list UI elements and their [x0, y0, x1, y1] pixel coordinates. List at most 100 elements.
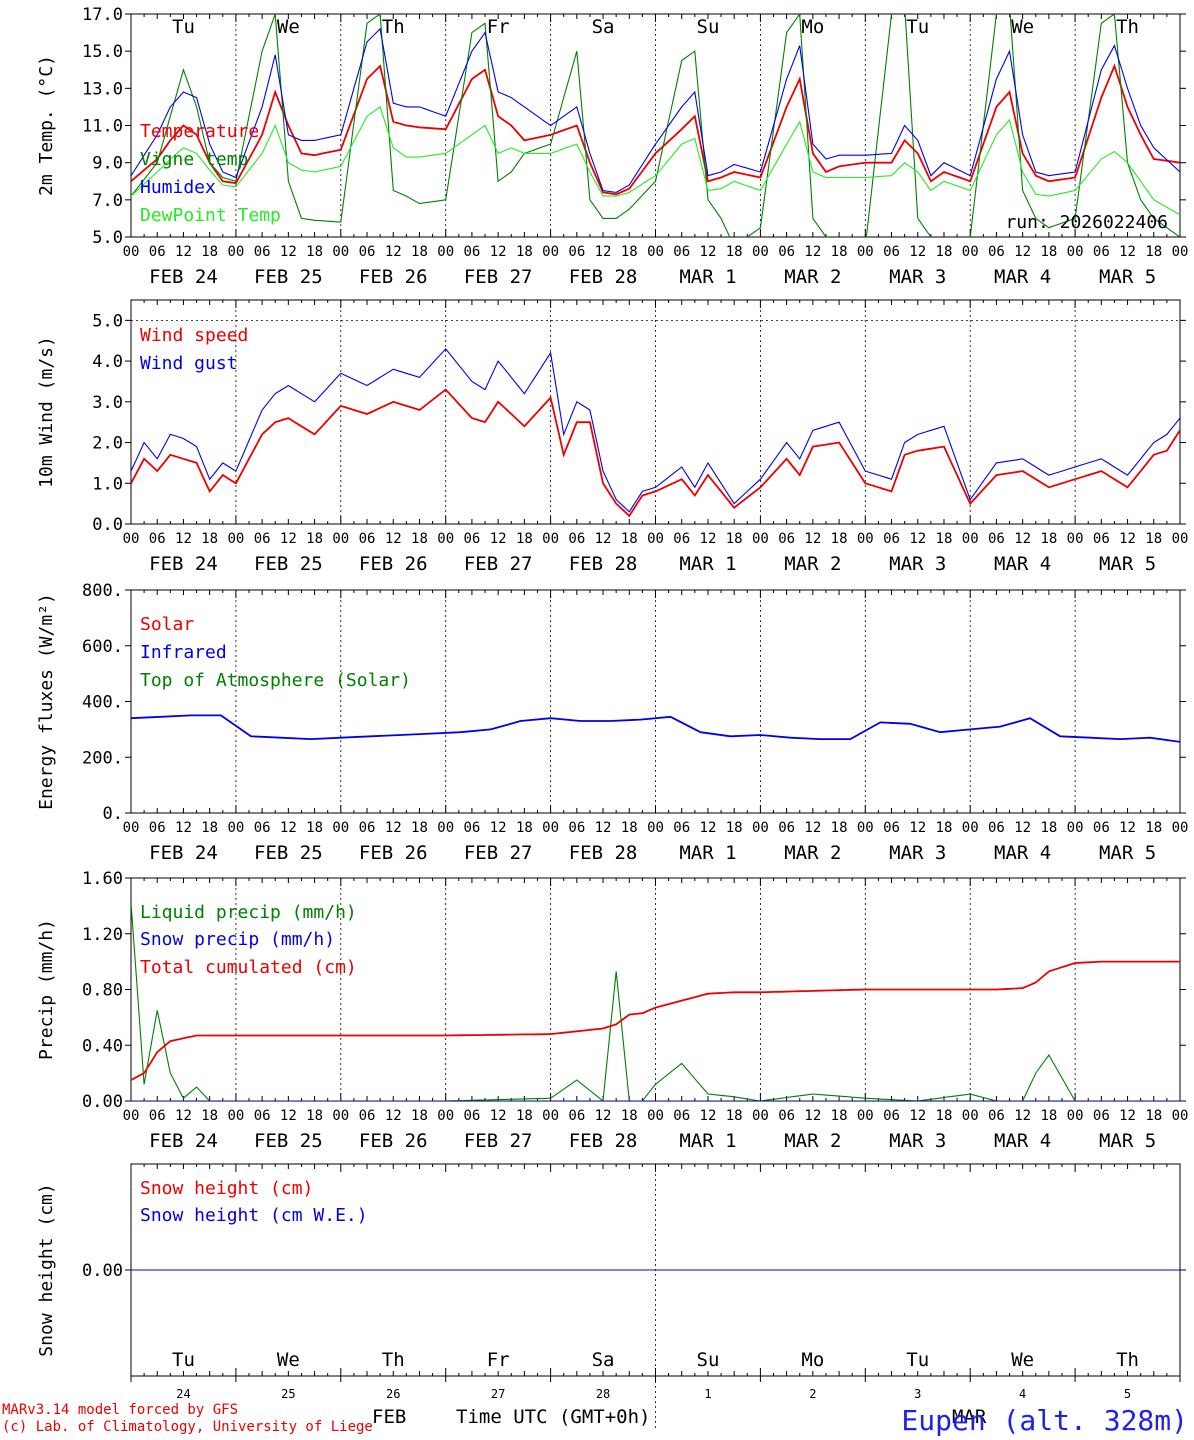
legend-entry: Infrared: [140, 642, 227, 663]
hour-tick-label: 18: [936, 820, 953, 836]
panel-5: 0.00 Snow height (cm) Snow height (cm) Snow…: [36, 1163, 1186, 1430]
series-line-vigne-temp: [131, 14, 1180, 237]
hour-tick-label: 00: [1067, 244, 1084, 260]
y-tick-label: 17.0: [82, 5, 123, 25]
hour-tick-label: 18: [726, 244, 743, 260]
legend-entry: Humidex: [140, 177, 216, 198]
hour-tick-label: 12: [1014, 244, 1031, 260]
hour-tick-label: 06: [149, 820, 166, 836]
location-label: Eupen (alt. 328m): [901, 1404, 1188, 1437]
hour-tick-label: 00: [542, 244, 559, 260]
weekday-label: Fr: [487, 16, 510, 38]
hour-tick-label: 06: [359, 820, 376, 836]
hour-tick-label: 00: [1067, 531, 1084, 547]
date-label: MAR 1: [679, 553, 736, 575]
date-label: MAR 4: [994, 266, 1051, 288]
hour-tick-label: 06: [568, 244, 585, 260]
legend-entry: Solar: [140, 614, 194, 635]
weekday-label: Tu: [172, 16, 195, 38]
hour-tick-label: 00: [332, 820, 349, 836]
hour-tick-label: 12: [909, 244, 926, 260]
day-number-label: 24: [176, 1387, 190, 1401]
time-axis-label: Time UTC (GMT+0h): [456, 1406, 651, 1428]
hour-tick-label: 00: [1172, 1108, 1189, 1124]
hour-tick-label: 12: [804, 1108, 821, 1124]
hour-tick-label: 18: [831, 1108, 848, 1124]
legend-entry: Snow precip (mm/h): [140, 929, 335, 950]
hour-tick-label: 18: [726, 531, 743, 547]
hour-tick-label: 00: [227, 1108, 244, 1124]
hour-tick-label: 00: [1172, 820, 1189, 836]
date-label: FEB 24: [149, 553, 218, 575]
y-tick-label: 0.40: [82, 1036, 123, 1056]
hour-tick-label: 06: [778, 531, 795, 547]
hour-tick-label: 06: [254, 531, 271, 547]
hour-tick-label: 12: [385, 244, 402, 260]
date-label: MAR 1: [679, 266, 736, 288]
weekday-label: We: [277, 16, 300, 38]
hour-tick-label: 00: [437, 244, 454, 260]
y-axis-title: Snow height (cm): [36, 1183, 57, 1356]
hour-tick-label: 06: [149, 244, 166, 260]
y-tick-label: 9.0: [92, 154, 123, 174]
date-label: FEB 27: [464, 1130, 533, 1152]
y-tick-label: 200.: [82, 748, 123, 768]
hour-tick-label: 00: [123, 531, 140, 547]
hour-tick-label: 12: [909, 1108, 926, 1124]
hour-tick-label: 12: [175, 820, 192, 836]
hour-tick-label: 12: [280, 531, 297, 547]
date-label: MAR 3: [889, 842, 946, 864]
date-label: MAR 2: [784, 842, 841, 864]
series-line-humidex: [131, 27, 1180, 193]
hour-tick-label: 00: [857, 820, 874, 836]
hour-tick-label: 06: [778, 820, 795, 836]
date-label: MAR 4: [994, 553, 1051, 575]
y-tick-label: 0.: [103, 804, 123, 824]
run-label: run: 2026022406: [1005, 212, 1168, 233]
date-label: MAR 2: [784, 553, 841, 575]
hour-tick-label: 06: [883, 820, 900, 836]
credit-line-1: MARv3.14 model forced by GFS: [2, 1402, 239, 1418]
date-label: MAR 3: [889, 1130, 946, 1152]
hour-tick-label: 06: [149, 531, 166, 547]
hour-tick-label: 18: [516, 244, 533, 260]
day-number-label: 27: [491, 1387, 505, 1401]
hour-tick-label: 12: [280, 1108, 297, 1124]
y-tick-label: 3.0: [92, 393, 123, 413]
y-tick-label: 5.0: [92, 228, 123, 248]
date-label: MAR 1: [679, 842, 736, 864]
hour-tick-label: 12: [595, 1108, 612, 1124]
hour-tick-label: 12: [490, 244, 507, 260]
hour-tick-label: 12: [909, 531, 926, 547]
day-number-label: 28: [596, 1387, 610, 1401]
hour-tick-label: 00: [962, 820, 979, 836]
date-label: MAR 5: [1099, 266, 1156, 288]
hour-tick-label: 00: [857, 531, 874, 547]
hour-tick-label: 06: [463, 1108, 480, 1124]
legend-entry: Snow height (cm W.E.): [140, 1205, 368, 1226]
y-tick-label: 0.80: [82, 981, 123, 1001]
legend-entry: Temperature: [140, 121, 259, 142]
hour-tick-label: 00: [123, 244, 140, 260]
y-tick-label: 7.0: [92, 191, 123, 211]
date-label: FEB 25: [254, 553, 323, 575]
month-label-feb: FEB: [372, 1406, 407, 1428]
hour-tick-label: 18: [831, 531, 848, 547]
date-label: FEB 27: [464, 553, 533, 575]
hour-tick-label: 00: [752, 244, 769, 260]
hour-tick-label: 00: [332, 1108, 349, 1124]
series-line-dewpoint-temp: [131, 106, 1180, 216]
hour-tick-label: 00: [1067, 820, 1084, 836]
hour-tick-label: 00: [542, 1108, 559, 1124]
month-label-mar: MAR: [952, 1406, 987, 1428]
hour-tick-label: 12: [700, 244, 717, 260]
y-tick-label: 5.0: [92, 311, 123, 331]
hour-tick-label: 18: [621, 244, 638, 260]
hour-tick-label: 00: [1172, 244, 1189, 260]
y-tick-label: 15.0: [82, 42, 123, 62]
hour-tick-label: 12: [385, 531, 402, 547]
hour-tick-label: 06: [463, 820, 480, 836]
hour-tick-label: 18: [201, 1108, 218, 1124]
hour-tick-label: 18: [621, 820, 638, 836]
panel-2: 5.0 4.0 3.0 2.0 1.0 0.0 10m Wind (m/s) 00 06 12 18…: [36, 299, 1188, 575]
